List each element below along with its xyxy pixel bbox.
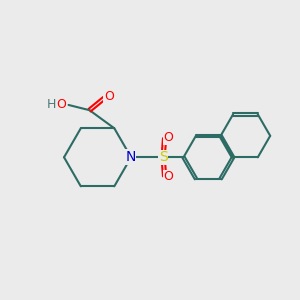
- Text: O: O: [104, 90, 114, 103]
- Text: O: O: [56, 98, 66, 111]
- Text: O: O: [163, 170, 173, 183]
- Text: H: H: [47, 98, 56, 111]
- Text: S: S: [159, 150, 167, 164]
- Text: N: N: [125, 150, 136, 164]
- Text: O: O: [163, 131, 173, 144]
